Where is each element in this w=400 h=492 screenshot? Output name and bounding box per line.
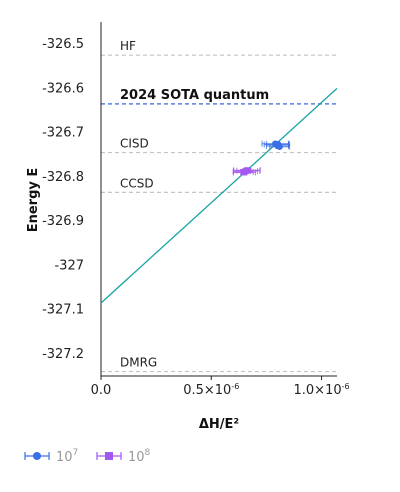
legend-label: 107 bbox=[56, 448, 78, 465]
y-tick-label: -327 bbox=[54, 258, 84, 273]
legend-marker bbox=[105, 452, 113, 460]
tick-labels: -326.5 -326.6 -326.7 -326.8 -326.9 -327 -327.1… bbox=[42, 37, 350, 398]
x-tick-label: 0.0 bbox=[91, 383, 112, 398]
y-tick-label: -326.7 bbox=[42, 126, 84, 141]
axes bbox=[100, 22, 337, 377]
reference-label: CCSD bbox=[120, 176, 154, 190]
data-point bbox=[274, 140, 282, 148]
x-tick-label: 1.0×10-6 bbox=[294, 382, 350, 398]
legend-marker bbox=[33, 452, 41, 460]
x-tick-label: 0.5×10-6 bbox=[183, 382, 239, 398]
y-tick-label: -326.6 bbox=[42, 81, 84, 96]
y-tick-label: -326.9 bbox=[42, 214, 84, 229]
x-axis-title: ΔH/E² bbox=[199, 417, 239, 432]
legend-label: 108 bbox=[128, 448, 151, 465]
y-tick-label: -326.5 bbox=[42, 37, 84, 52]
reference-label: DMRG bbox=[120, 356, 157, 370]
reference-label: CISD bbox=[120, 137, 149, 151]
data-point bbox=[240, 169, 247, 176]
legend: 107 108 bbox=[24, 448, 151, 465]
y-axis-title: Energy E bbox=[26, 168, 41, 233]
reference-label: HF bbox=[120, 39, 136, 53]
data-points bbox=[232, 140, 291, 176]
reference-lines: HF 2024 SOTA quantum CISD CCSD DMRG bbox=[101, 39, 337, 373]
reference-label: 2024 SOTA quantum bbox=[120, 88, 269, 103]
y-tick-label: -327.1 bbox=[42, 303, 84, 318]
y-tick-label: -327.2 bbox=[42, 347, 84, 362]
y-tick-label: -326.8 bbox=[42, 170, 84, 185]
data-point bbox=[245, 167, 252, 174]
fit-line bbox=[100, 87, 338, 304]
fit-line-group bbox=[100, 87, 338, 304]
